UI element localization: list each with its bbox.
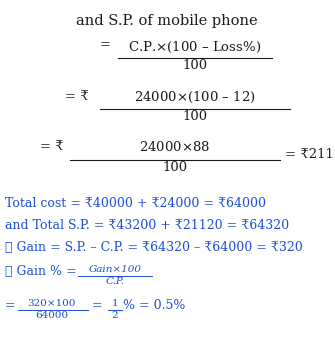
Text: ∴ Gain = S.P. – C.P. = ₹64320 – ₹64000 = ₹320: ∴ Gain = S.P. – C.P. = ₹64320 – ₹64000 =… bbox=[5, 241, 303, 254]
Text: 1: 1 bbox=[112, 299, 118, 308]
Text: % = 0.5%: % = 0.5% bbox=[123, 299, 185, 312]
Text: = ₹: = ₹ bbox=[65, 90, 89, 103]
Text: = ₹21120: = ₹21120 bbox=[285, 148, 335, 161]
Text: 24000$\times$(100 – 12): 24000$\times$(100 – 12) bbox=[134, 90, 256, 105]
Text: C.P.$\times$(100 – Loss%): C.P.$\times$(100 – Loss%) bbox=[128, 40, 262, 55]
Text: =: = bbox=[5, 299, 16, 312]
Text: 100: 100 bbox=[183, 110, 208, 123]
Text: 100: 100 bbox=[183, 59, 208, 72]
Text: 64000: 64000 bbox=[36, 311, 69, 320]
Text: 2: 2 bbox=[112, 311, 118, 320]
Text: and S.P. of mobile phone: and S.P. of mobile phone bbox=[76, 14, 258, 28]
Text: ∴ Gain % =: ∴ Gain % = bbox=[5, 265, 77, 278]
Text: 100: 100 bbox=[162, 161, 188, 174]
Text: 320×100: 320×100 bbox=[28, 299, 76, 308]
Text: =: = bbox=[100, 38, 111, 51]
Text: Gain×100: Gain×100 bbox=[88, 265, 141, 274]
Text: C.P.: C.P. bbox=[106, 277, 125, 286]
Text: Total cost = ₹40000 + ₹24000 = ₹64000: Total cost = ₹40000 + ₹24000 = ₹64000 bbox=[5, 197, 266, 210]
Text: =: = bbox=[92, 299, 103, 312]
Text: and Total S.P. = ₹43200 + ₹21120 = ₹64320: and Total S.P. = ₹43200 + ₹21120 = ₹6432… bbox=[5, 219, 289, 232]
Text: 24000$\times$88: 24000$\times$88 bbox=[139, 140, 211, 154]
Text: = ₹: = ₹ bbox=[40, 140, 64, 153]
